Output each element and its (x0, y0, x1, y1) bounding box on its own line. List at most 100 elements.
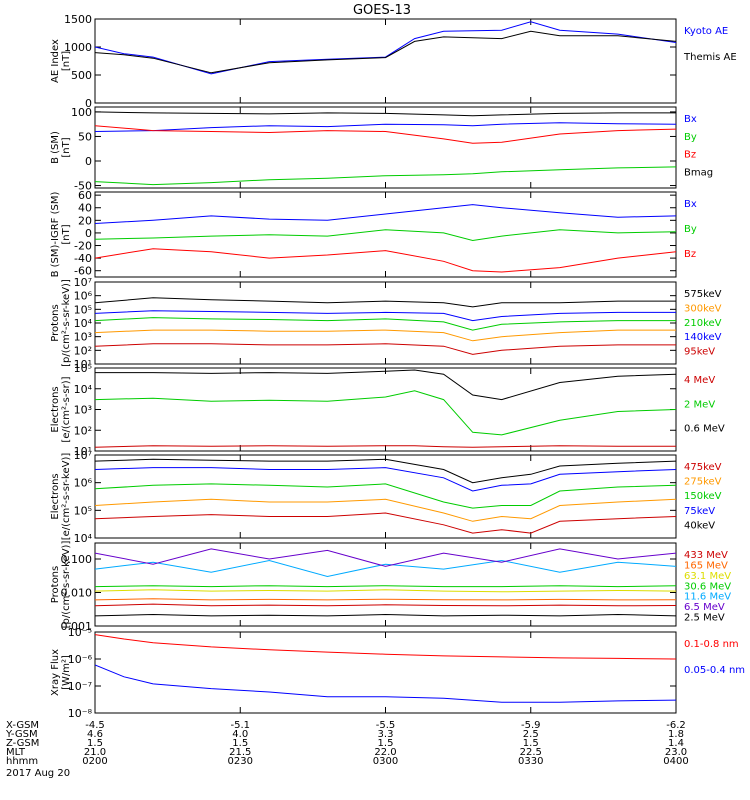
series-line-themis-ae (95, 30, 676, 74)
panel-2: -50 0 50 100 B (SM)[nT] Bx By Bz Bmag (50, 106, 713, 193)
y-tick-label: -20 (74, 240, 92, 253)
legend-75kev: 75keV (684, 506, 715, 517)
footer-cell: -5.5 (376, 720, 396, 731)
series-line-40kev (95, 458, 676, 484)
legend-475kev: 475keV (684, 462, 722, 473)
legend-575kev: 575keV (684, 289, 722, 300)
y-tick-label: 10⁴ (74, 317, 93, 330)
legend-150kev: 150keV (684, 491, 722, 502)
footer-cell: 1.5 (232, 738, 248, 749)
series-line-210kev (95, 317, 676, 331)
series-line-275kev (95, 498, 676, 522)
y-axis-label-line: AE Index (50, 39, 61, 83)
y-axis-label-line: [e/(cm²-s-sr)] (61, 376, 72, 442)
y-tick-label: 10⁵ (74, 362, 92, 375)
legend-bmag: Bmag (684, 167, 713, 178)
series-line-bz (95, 125, 676, 144)
legend-140kev: 140keV (684, 332, 722, 343)
y-tick-label: -60 (74, 265, 92, 278)
footer-cell: -5.9 (521, 720, 541, 731)
y-tick-label: 60 (78, 189, 92, 202)
series-line-300kev (95, 329, 676, 342)
y-tick-label: 10⁴ (74, 383, 93, 396)
y-tick-label: 40 (78, 202, 92, 215)
series-line-kyoto-ae (95, 21, 676, 75)
footer-cell: 0230 (228, 756, 253, 767)
y-tick-label: 1500 (64, 13, 92, 26)
y-axis-label-line: Electrons (50, 386, 61, 432)
y-tick-label: 10⁷ (74, 449, 92, 462)
footer-cell: 0400 (663, 756, 688, 767)
panel-frame (94, 18, 677, 104)
y-tick-label: 10⁻⁵ (68, 626, 92, 639)
footer-cell: -6.2 (666, 720, 686, 731)
footer-cell: 23.0 (665, 747, 687, 758)
footer-cell: 4.6 (87, 729, 103, 740)
legend-6-5-mev: 6.5 MeV (684, 602, 725, 613)
footer-cell: 22.5 (520, 747, 542, 758)
legend-0-1-0-8-nm: 0.1-0.8 nm (684, 639, 739, 650)
legend-63-1-mev: 63.1 MeV (684, 571, 731, 582)
y-tick-label: 10¹ (74, 445, 92, 458)
series-line-2-5-mev (95, 613, 676, 617)
series-line-95kev (95, 343, 676, 355)
footer-cell: 1.4 (668, 738, 684, 749)
legend-433-mev: 433 MeV (684, 550, 728, 561)
y-tick-label: 50 (78, 130, 92, 143)
y-tick-label: 10⁻⁶ (68, 653, 93, 666)
y-tick-label: 0.001 (61, 620, 93, 633)
legend-4-mev: 4 MeV (684, 375, 715, 386)
legend-30-6-mev: 30.6 MeV (684, 581, 731, 592)
y-axis-label-line: [nT] (61, 51, 72, 71)
y-tick-label: 10⁻⁷ (68, 680, 92, 693)
legend-bz: Bz (684, 249, 696, 260)
series-line-150kev (95, 483, 676, 509)
legend-themis-ae: Themis AE (683, 52, 737, 63)
y-tick-label: 0 (85, 155, 92, 168)
series-line-4-mev (95, 445, 676, 448)
y-tick-label: 10⁻⁸ (68, 707, 93, 720)
y-axis-label-line: B (SM)-IGRF (SM) (50, 192, 61, 278)
y-tick-label: 0.100 (61, 553, 93, 566)
footer-row-label: X-GSM (6, 720, 39, 731)
y-tick-label: 10⁶ (74, 477, 93, 490)
footer-row-label: Y-GSM (5, 729, 38, 740)
legend-300kev: 300keV (684, 303, 722, 314)
y-axis-label: Electrons[e/(cm²-s-sr)] (50, 376, 72, 442)
y-tick-label: 10⁵ (74, 303, 92, 316)
y-axis-label-line: Protons (50, 566, 61, 603)
series-line-433-mev (95, 603, 676, 607)
legend-275kev: 275keV (684, 477, 722, 488)
footer-row-label: MLT (6, 747, 26, 758)
y-axis-label-line: [nT] (61, 224, 72, 244)
y-tick-label: 10⁵ (74, 504, 92, 517)
y-axis-label-line: Electrons (50, 473, 61, 519)
legend-40kev: 40keV (684, 520, 715, 531)
series-line-bx (95, 122, 676, 132)
y-axis-label-line: [e/(cm²-s-sr-keV)] (61, 453, 72, 541)
y-axis-label-line: [p/(cm²-s-sr-keV)] (61, 279, 72, 367)
y-tick-label: 10¹ (74, 358, 92, 371)
panel-frame (94, 542, 677, 627)
legend-2-mev: 2 MeV (684, 399, 715, 410)
y-axis-label-line: [W/m²] (61, 655, 72, 690)
legend-kyoto-ae: Kyoto AE (684, 26, 728, 37)
y-axis-label: B (SM)-IGRF (SM)[nT] (50, 192, 72, 278)
y-tick-label: 100 (71, 106, 92, 119)
series-line-bz (95, 248, 676, 273)
plot-title: GOES-13 (353, 3, 411, 18)
footer-cell: 0200 (82, 756, 107, 767)
footer-cell: -5.1 (230, 720, 250, 731)
series-line-140kev (95, 310, 676, 322)
y-tick-label: 10⁴ (74, 532, 93, 545)
footer-cell: 1.5 (378, 738, 394, 749)
y-tick-label: -50 (74, 180, 92, 193)
legend-11-6-mev: 11.6 MeV (684, 592, 731, 603)
footer-cell: 21.5 (229, 747, 251, 758)
y-tick-label: 20 (78, 214, 92, 227)
footer-cell: 0330 (518, 756, 543, 767)
footer-cell: 1.8 (668, 729, 684, 740)
series-line-by (95, 166, 676, 186)
y-tick-label: 10² (74, 424, 92, 437)
